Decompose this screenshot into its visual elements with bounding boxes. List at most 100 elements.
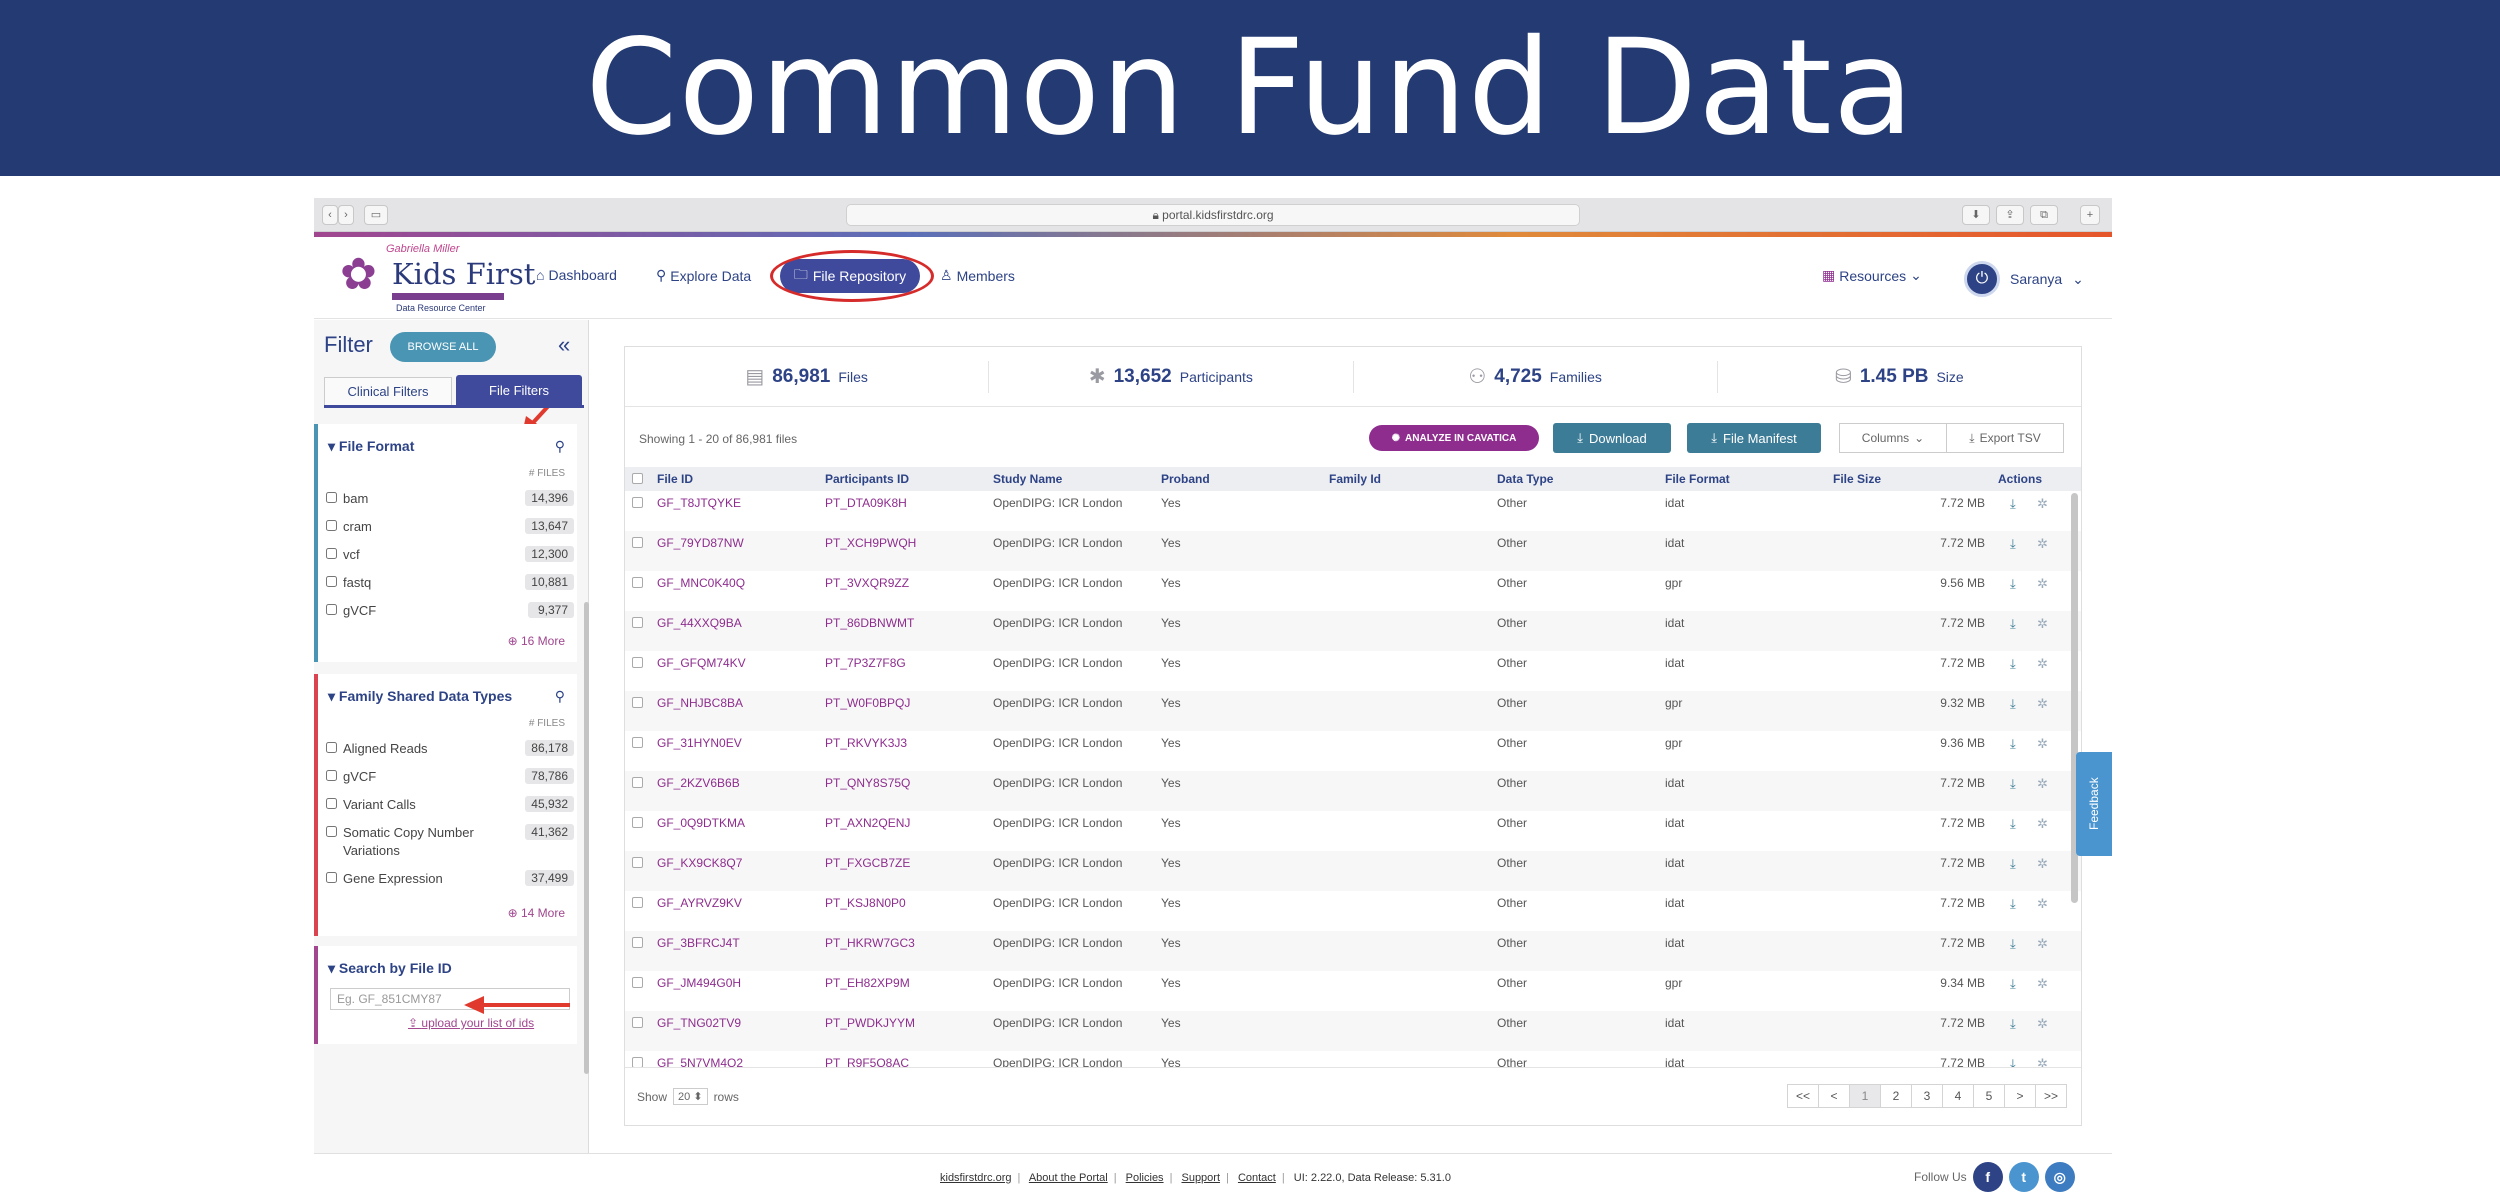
analyze-cavatica-button[interactable]: ✺ ANALYZE IN CAVATICA [1369,425,1539,451]
row-checkbox[interactable] [632,657,643,668]
page-next-button[interactable]: > [2004,1084,2036,1108]
cell-file-id[interactable]: GF_AYRVZ9KV [657,896,742,910]
feedback-tab[interactable]: Feedback [2076,752,2112,856]
table-row[interactable]: GF_NHJBC8BA PT_W0F0BPQJ OpenDIPG: ICR Lond… [625,691,2081,731]
cavatica-action-icon[interactable]: ✲ [2037,536,2048,551]
tab-file-filters[interactable]: File Filters [456,375,582,405]
nav-dashboard[interactable]: ⌂ Dashboard [536,267,617,283]
row-checkbox[interactable] [632,617,643,628]
share-icon[interactable]: ⇪ [1996,205,2024,225]
filter-option[interactable]: vcf 12,300 [324,546,574,564]
row-checkbox[interactable] [632,777,643,788]
col-file-format[interactable]: File Format [1665,472,1730,486]
export-tsv-button[interactable]: ⤓ Export TSV [1946,423,2064,453]
table-row[interactable]: GF_31HYN0EV PT_RKVYK3J3 OpenDIPG: ICR Lond… [625,731,2081,771]
search-file-id-title[interactable]: ▾ Search by File ID [328,960,452,976]
cell-file-id[interactable]: GF_44XXQ9BA [657,616,742,630]
download-icon[interactable]: ⤓ [2010,776,2016,791]
search-icon[interactable]: ⚲ [554,438,565,454]
cell-file-id[interactable]: GF_NHJBC8BA [657,696,744,710]
cell-file-id[interactable]: GF_JM494G0H [657,976,742,990]
page-2-button[interactable]: 2 [1880,1084,1912,1108]
family-shared-title[interactable]: ▾ Family Shared Data Types [328,688,513,704]
page-1-button[interactable]: 1 [1849,1084,1881,1108]
row-checkbox[interactable] [632,697,643,708]
cell-file-id[interactable]: GF_31HYN0EV [657,736,742,750]
cell-participant-id[interactable]: PT_86DBNWMT [825,616,915,630]
cell-participant-id[interactable]: PT_XCH9PWQH [825,536,917,550]
filter-option[interactable]: cram 13,647 [324,518,574,536]
cell-participant-id[interactable]: PT_R9F5Q8AC [825,1056,910,1067]
tab-clinical-filters[interactable]: Clinical Filters [324,377,452,405]
filter-option[interactable]: bam 14,396 [324,490,574,508]
upload-ids-link[interactable]: ⇪ upload your list of ids [408,1016,535,1030]
cell-participant-id[interactable]: PT_PWDKJYYM [825,1016,916,1030]
table-row[interactable]: GF_AYRVZ9KV PT_KSJ8N0P0 OpenDIPG: ICR Lond… [625,891,2081,931]
row-checkbox[interactable] [632,977,643,988]
cavatica-action-icon[interactable]: ✲ [2037,896,2048,911]
browse-all-button[interactable]: BROWSE ALL [390,332,496,362]
show-more-link[interactable]: ⊕ 14 More [507,906,565,920]
page-prev-button[interactable]: < [1818,1084,1850,1108]
page-4-button[interactable]: 4 [1942,1084,1974,1108]
filter-checkbox[interactable] [326,604,337,615]
download-icon[interactable]: ⤓ [2010,656,2016,671]
cell-file-id[interactable]: GF_KX9CK8Q7 [657,856,743,870]
cavatica-action-icon[interactable]: ✲ [2037,856,2048,871]
row-checkbox[interactable] [632,937,643,948]
github-icon[interactable]: ◎ [2044,1162,2075,1192]
filter-option[interactable]: Aligned Reads 86,178 [324,740,574,758]
cell-participant-id[interactable]: PT_RKVYK3J3 [825,736,908,750]
col-file-id[interactable]: File ID [657,472,694,486]
facebook-icon[interactable]: f [1972,1162,2003,1192]
download-icon[interactable]: ⤓ [2010,576,2016,591]
filter-checkbox[interactable] [326,798,337,809]
download-icon[interactable]: ⤓ [2010,696,2016,711]
cavatica-action-icon[interactable]: ✲ [2037,976,2048,991]
cell-file-id[interactable]: GF_79YD87NW [657,536,744,550]
filter-checkbox[interactable] [326,742,337,753]
download-icon[interactable]: ⤓ [2010,816,2016,831]
cavatica-action-icon[interactable]: ✲ [2037,776,2048,791]
row-checkbox[interactable] [632,1057,643,1067]
columns-button[interactable]: Columns ⌄ [1839,423,1947,453]
back-icon[interactable]: ‹ [322,205,338,225]
rows-per-page-select[interactable]: 20 ⬍ [673,1088,708,1105]
row-checkbox[interactable] [632,1017,643,1028]
row-checkbox[interactable] [632,857,643,868]
footer-link-contact[interactable]: Contact [1237,1172,1276,1184]
cell-file-id[interactable]: GF_5N7VM4Q2 [657,1056,744,1067]
col-data-type[interactable]: Data Type [1497,472,1554,486]
cavatica-action-icon[interactable]: ✲ [2037,496,2048,511]
select-all-checkbox[interactable] [632,473,643,484]
download-icon[interactable]: ⤓ [2010,1016,2016,1031]
download-icon[interactable]: ⤓ [2010,736,2016,751]
table-row[interactable]: GF_0Q9DTKMA PT_AXN2QENJ OpenDIPG: ICR Lond… [625,811,2081,851]
filter-option[interactable]: Somatic Copy Number Variations 41,362 [324,824,574,860]
cell-file-id[interactable]: GF_0Q9DTKMA [657,816,746,830]
table-row[interactable]: GF_MNC0K40Q PT_3VXQR9ZZ OpenDIPG: ICR Lond… [625,571,2081,611]
download-icon[interactable]: ⤓ [2010,496,2016,511]
nav-members[interactable]: ♙ Members [940,267,1015,284]
filter-checkbox[interactable] [326,872,337,883]
table-scrollbar[interactable] [2071,493,2078,903]
download-icon[interactable]: ⤓ [2010,616,2016,631]
download-icon[interactable]: ⤓ [2010,536,2016,551]
cell-file-id[interactable]: GF_3BFRCJ4T [657,936,740,950]
new-tab-icon[interactable]: + [2080,205,2100,225]
table-row[interactable]: GF_79YD87NW PT_XCH9PWQH OpenDIPG: ICR Lond… [625,531,2081,571]
cell-participant-id[interactable]: PT_HKRW7GC3 [825,936,915,950]
download-button[interactable]: ⤓ Download [1553,423,1671,453]
nav-explore-data[interactable]: ⚲ Explore Data [656,267,752,284]
filter-checkbox[interactable] [326,492,337,503]
cell-participant-id[interactable]: PT_3VXQR9ZZ [825,576,910,590]
cell-participant-id[interactable]: PT_7P3Z7F8G [825,656,906,670]
table-row[interactable]: GF_GFQM74KV PT_7P3Z7F8G OpenDIPG: ICR Lond… [625,651,2081,691]
filter-checkbox[interactable] [326,520,337,531]
file-manifest-button[interactable]: ⤓ File Manifest [1687,423,1821,453]
forward-icon[interactable]: › [338,205,354,225]
filter-option[interactable]: fastq 10,881 [324,574,574,592]
download-manager-icon[interactable]: ⬇ [1962,205,1990,225]
collapse-sidebar-icon[interactable]: « [558,332,571,357]
download-icon[interactable]: ⤓ [2010,1056,2016,1067]
